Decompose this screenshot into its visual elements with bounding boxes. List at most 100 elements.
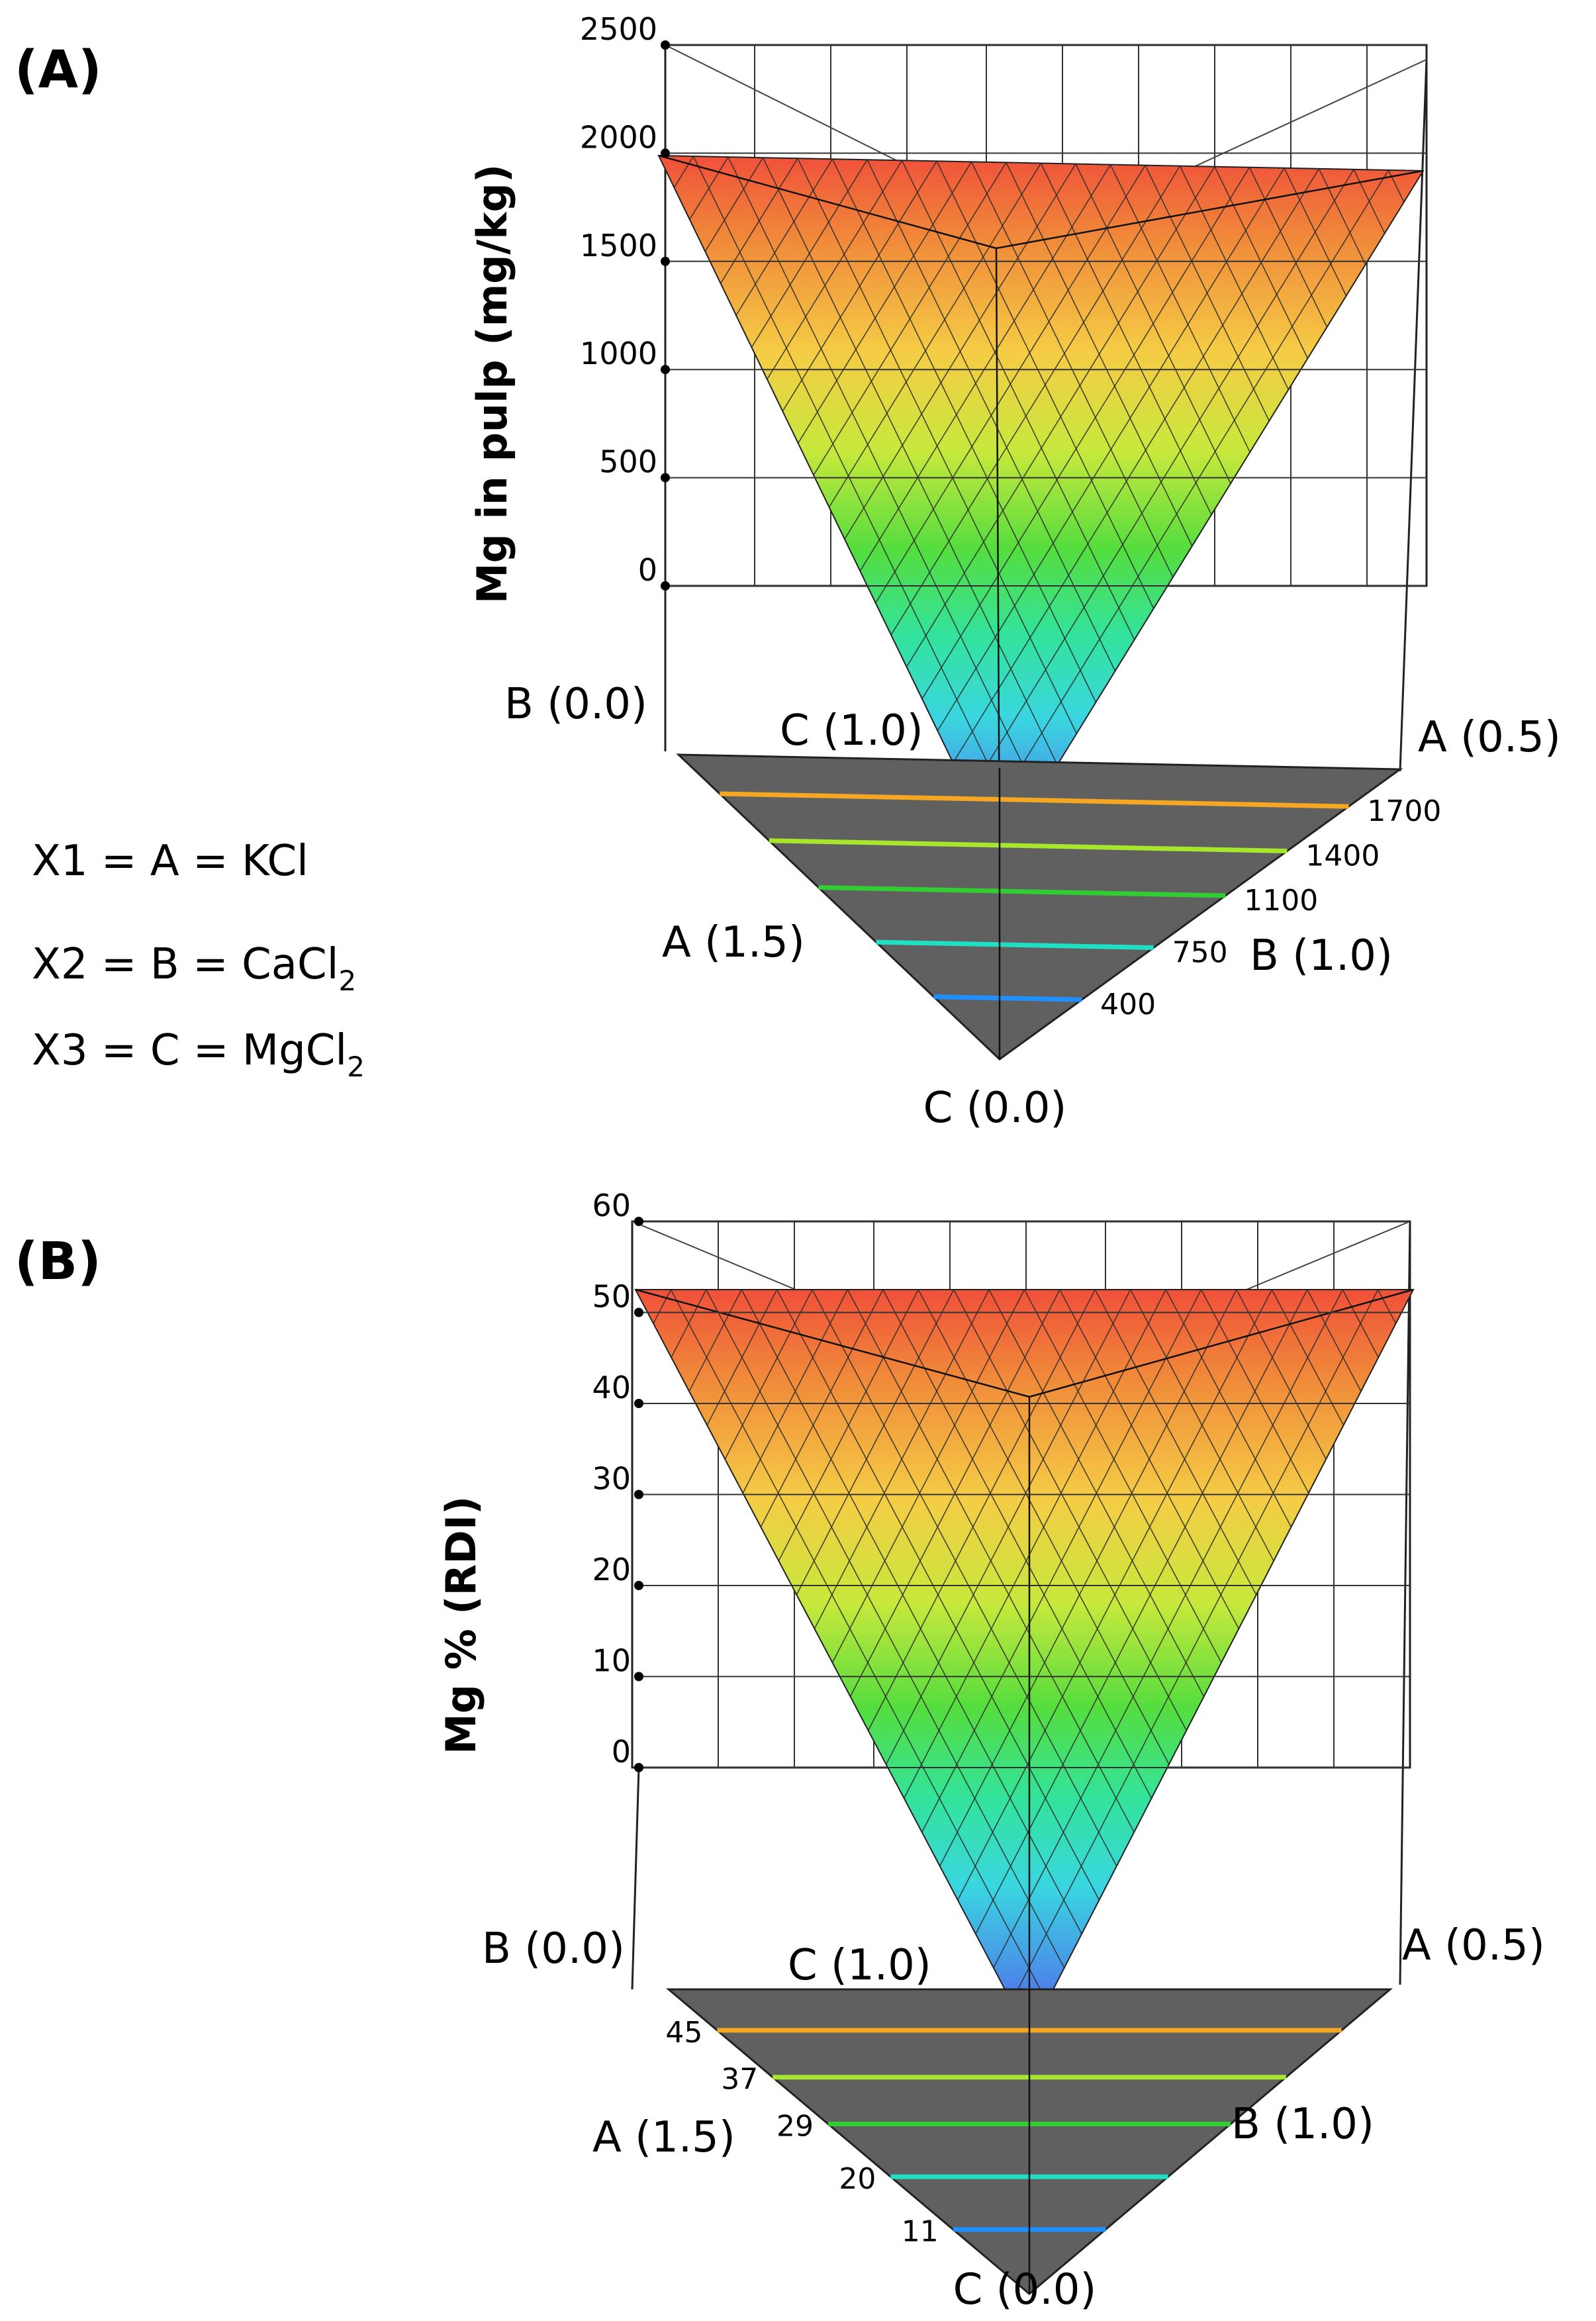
surface-mesh-line [1130,1289,1274,1562]
surface-mesh-line [1145,165,1270,422]
z-tick-label: 1500 [580,228,657,263]
z-tick-mark [661,365,670,375]
z-tick-label: 2000 [580,119,657,155]
surface-mesh-line [1307,1289,1362,1392]
z-tick-mark [661,581,670,591]
surface-mesh-line [720,158,798,284]
surface-mesh-line [1075,164,1231,484]
surface-mesh-line [903,1289,1166,1799]
surface-edge-line [996,169,1424,250]
surface-mesh-line [724,1289,813,1460]
surface-mesh-line [1059,1289,1240,1629]
surface-mesh-line [1011,1289,1379,2003]
z-tick-mark [661,473,670,483]
panel-a-vertex-side-left: A (1.5) [662,918,805,967]
z-tick-mark [634,1217,643,1226]
surface-mesh-line [1248,167,1328,328]
surface-mesh-line [921,167,1250,700]
surface-mesh-line [1200,1289,1309,1493]
surface-mesh-line [813,162,1007,476]
surface-edge-line [1029,1288,1414,1398]
surface-mesh-line [867,1289,1096,1731]
legend-line-x2: X2 = B = CaCl2 [32,940,356,997]
panel-a-vertex-right: A (0.5) [1418,713,1561,762]
surface-edge-line [995,248,1001,859]
z-tick-label: 40 [592,1370,631,1405]
right-wall-edge [1399,59,1428,772]
z-tick-label: 20 [592,1552,631,1587]
surface-mesh-line [890,166,1181,636]
surface-mesh-line [983,169,1389,828]
z-tick-mark [634,1399,643,1408]
z-tick-label: 0 [612,1734,631,1770]
panel-a-z-axis: 0 500 1000 1500 2000 2500 [580,11,1427,591]
contour-label: 29 [776,2109,814,2143]
panel-b-contour-plot: 45 37 29 20 11 [665,1988,1393,2295]
surface-mesh-line [704,157,764,252]
contour-label: 750 [1172,936,1228,970]
surface-mesh-line [975,1289,1308,1934]
surface-mesh-line [1377,1289,1397,1324]
panel-b-vertex-side-left: A (1.5) [592,2113,735,2162]
surface-mesh-line [875,165,1146,604]
surface-mesh-line [859,164,1111,571]
panel-b-vertex-side-right: B (1.0) [1231,2100,1374,2149]
surface-mesh-line [828,163,1042,508]
surface-mesh-line [814,1289,990,1629]
surface-mesh-line [741,1289,1082,1934]
surface-mesh-line [742,1289,849,1493]
surface-mesh-line [1214,166,1309,359]
legend-line-x3: X3 = C = MgCl2 [32,1026,365,1083]
surface-mesh-line [1284,167,1347,297]
panel-a-vertex-back-left: B (0.0) [504,680,647,729]
surface-mesh-line [1387,169,1405,203]
surface-mesh-line [936,161,1154,609]
surface-mesh-line [939,1289,1237,1867]
contour-line [769,838,1288,854]
legend-line-x1: X1 = A = KCl [32,837,308,886]
surface-mesh-line [917,1289,1170,1765]
surface-mesh-line [1179,166,1290,390]
surface-fill [634,1289,1415,2038]
right-wall-edge [1399,1221,1411,1985]
surface-mesh-line [762,157,1058,765]
contour-floor [676,753,1403,1061]
panel-b-vertex-right: A (0.5) [1402,1921,1545,1970]
z-tick-mark [634,1490,643,1499]
z-tick-label: 0 [638,552,657,588]
surface-mesh-line [844,164,1076,540]
surface-mesh-line [671,1289,707,1358]
panel-a-chart: (A) 1700 1400 1100 750 400 0 500 1000 1500 2000 2… [15,11,1561,1133]
surface-edge-line [658,154,997,250]
mixture-legend: X1 = A = KCl X2 = B = CaCl2 X3 = C = MgC… [32,837,365,1083]
panel-b-z-axis-title: Mg % (RDI) [437,1496,485,1754]
z-tick-mark [661,40,670,50]
surface-mesh-line [688,1289,742,1392]
surface-mesh-line [1040,163,1212,515]
panel-a-contour-plot: 1700 1400 1100 750 400 [676,753,1441,1061]
surface-mesh-line [778,1289,919,1562]
surface-mesh-line [812,1289,1117,1867]
surface-mesh-line [692,156,1019,828]
surface-mesh-line [1318,168,1366,265]
surface-mesh-line [760,1289,884,1527]
surface-mesh-line [751,159,868,348]
surface-mesh-line [670,1289,1048,2003]
contour-label: 37 [721,2063,758,2097]
panel-a-vertex-bottom: C (0.0) [923,1084,1067,1133]
contour-label: 1400 [1305,839,1380,873]
z-tick-mark [634,1581,643,1590]
z-tick-label: 500 [599,444,657,480]
z-tick-label: 60 [592,1188,631,1223]
z-tick-mark [661,256,670,266]
panel-b-response-surface [634,1288,1415,2038]
panel-a-vertex-side-right: B (1.0) [1250,931,1393,980]
contour-label: 400 [1100,988,1156,1021]
contour-label: 1100 [1244,884,1318,918]
contour-line [720,791,1349,809]
z-tick-label: 30 [592,1461,631,1497]
contour-label: 20 [839,2162,876,2196]
contour-label: 1700 [1367,794,1441,828]
surface-mesh-line [796,1289,955,1595]
z-tick-mark [634,1763,643,1772]
